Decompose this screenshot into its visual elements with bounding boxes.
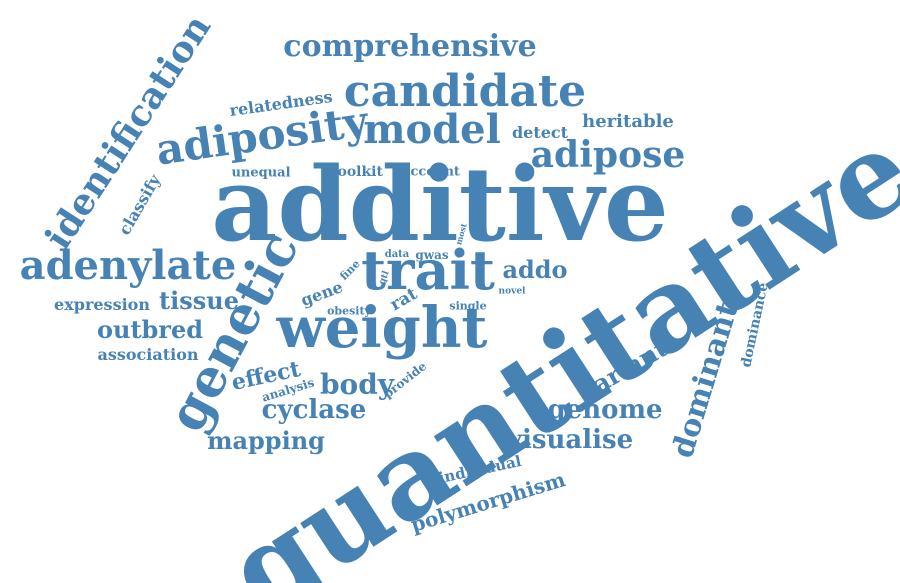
word-tissue: tissue [159, 286, 239, 315]
word-adenylate: adenylate [19, 242, 237, 289]
word-classify: classify [114, 171, 165, 239]
word-association: association [97, 345, 199, 364]
word-data: data [384, 249, 410, 260]
word-adipose: adipose [530, 134, 686, 176]
word-additive: additive [211, 145, 669, 265]
word-body: body [319, 368, 395, 401]
word-genome: genome [547, 395, 663, 425]
word-candidate: candidate [343, 66, 587, 117]
word-account: account [402, 164, 460, 180]
word-trait: trait [361, 238, 495, 302]
word-expression: expression [54, 295, 150, 314]
word-weight: weight [276, 295, 488, 361]
word-unequal: unequal [231, 165, 291, 181]
word-visualise: visualise [506, 425, 634, 455]
word-obesity: obesity [327, 304, 371, 318]
word-toolkit: toolkit [331, 164, 383, 180]
word-detect: detect [511, 123, 569, 142]
word-comprehensive: comprehensive [283, 29, 537, 64]
word-cyclase: cyclase [261, 395, 367, 425]
word-novel: novel [498, 286, 526, 297]
word-mapping: mapping [207, 426, 325, 455]
word-model: model [363, 106, 501, 153]
word-gwas: gwas [415, 248, 449, 262]
word-single: single [449, 299, 487, 313]
word-addo: addo [502, 255, 568, 284]
word-heritable: heritable [582, 111, 674, 132]
word-outbred: outbred [96, 315, 204, 344]
